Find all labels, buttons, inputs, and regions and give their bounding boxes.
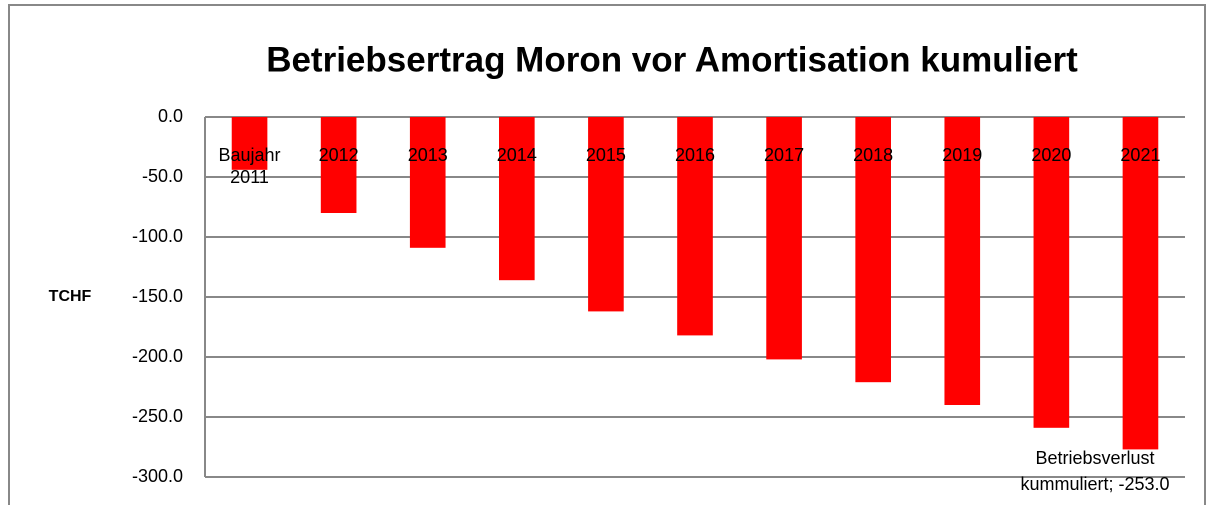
x-tick-label: 2014 bbox=[496, 145, 537, 165]
y-tick-label: 0.0 bbox=[158, 106, 183, 126]
bar bbox=[944, 117, 981, 405]
bar bbox=[588, 117, 624, 312]
x-tick-label: 2017 bbox=[764, 145, 805, 165]
x-tick-label: 2016 bbox=[674, 145, 716, 165]
x-tick-label: 2020 bbox=[1031, 145, 1072, 165]
y-axis-label: TCHF bbox=[49, 288, 92, 305]
y-tick-label: -100.0 bbox=[132, 226, 183, 246]
x-tick-label: 2015 bbox=[585, 145, 626, 165]
chart-border bbox=[8, 4, 1206, 505]
x-tick-label: 2018 bbox=[853, 145, 894, 165]
bar bbox=[855, 117, 891, 383]
bar bbox=[677, 117, 713, 336]
y-tick-label: -150.0 bbox=[132, 286, 183, 306]
annotation: Betriebsverlust kummuliert; -253.0 bbox=[1020, 448, 1170, 494]
bar bbox=[1122, 117, 1159, 450]
x-tick-label: 2021 bbox=[1120, 145, 1161, 165]
y-tick-label: -300.0 bbox=[132, 466, 183, 486]
y-tick-label: -50.0 bbox=[142, 166, 183, 186]
bar bbox=[1033, 117, 1070, 428]
bar bbox=[231, 117, 268, 170]
x-tick-label: 2019 bbox=[942, 145, 983, 165]
bar bbox=[499, 117, 535, 281]
y-tick-label: -250.0 bbox=[132, 406, 183, 426]
x-tick-label: 2013 bbox=[407, 145, 448, 165]
x-tick-label: 2012 bbox=[318, 145, 359, 165]
y-tick-label: -200.0 bbox=[132, 346, 183, 366]
x-tick-label: Baujahr 2011 bbox=[218, 145, 281, 187]
chart-title: Betriebsertrag Moron vor Amortisation ku… bbox=[266, 40, 1078, 79]
bar bbox=[766, 117, 802, 360]
bar bbox=[320, 117, 357, 213]
bar bbox=[409, 117, 446, 248]
